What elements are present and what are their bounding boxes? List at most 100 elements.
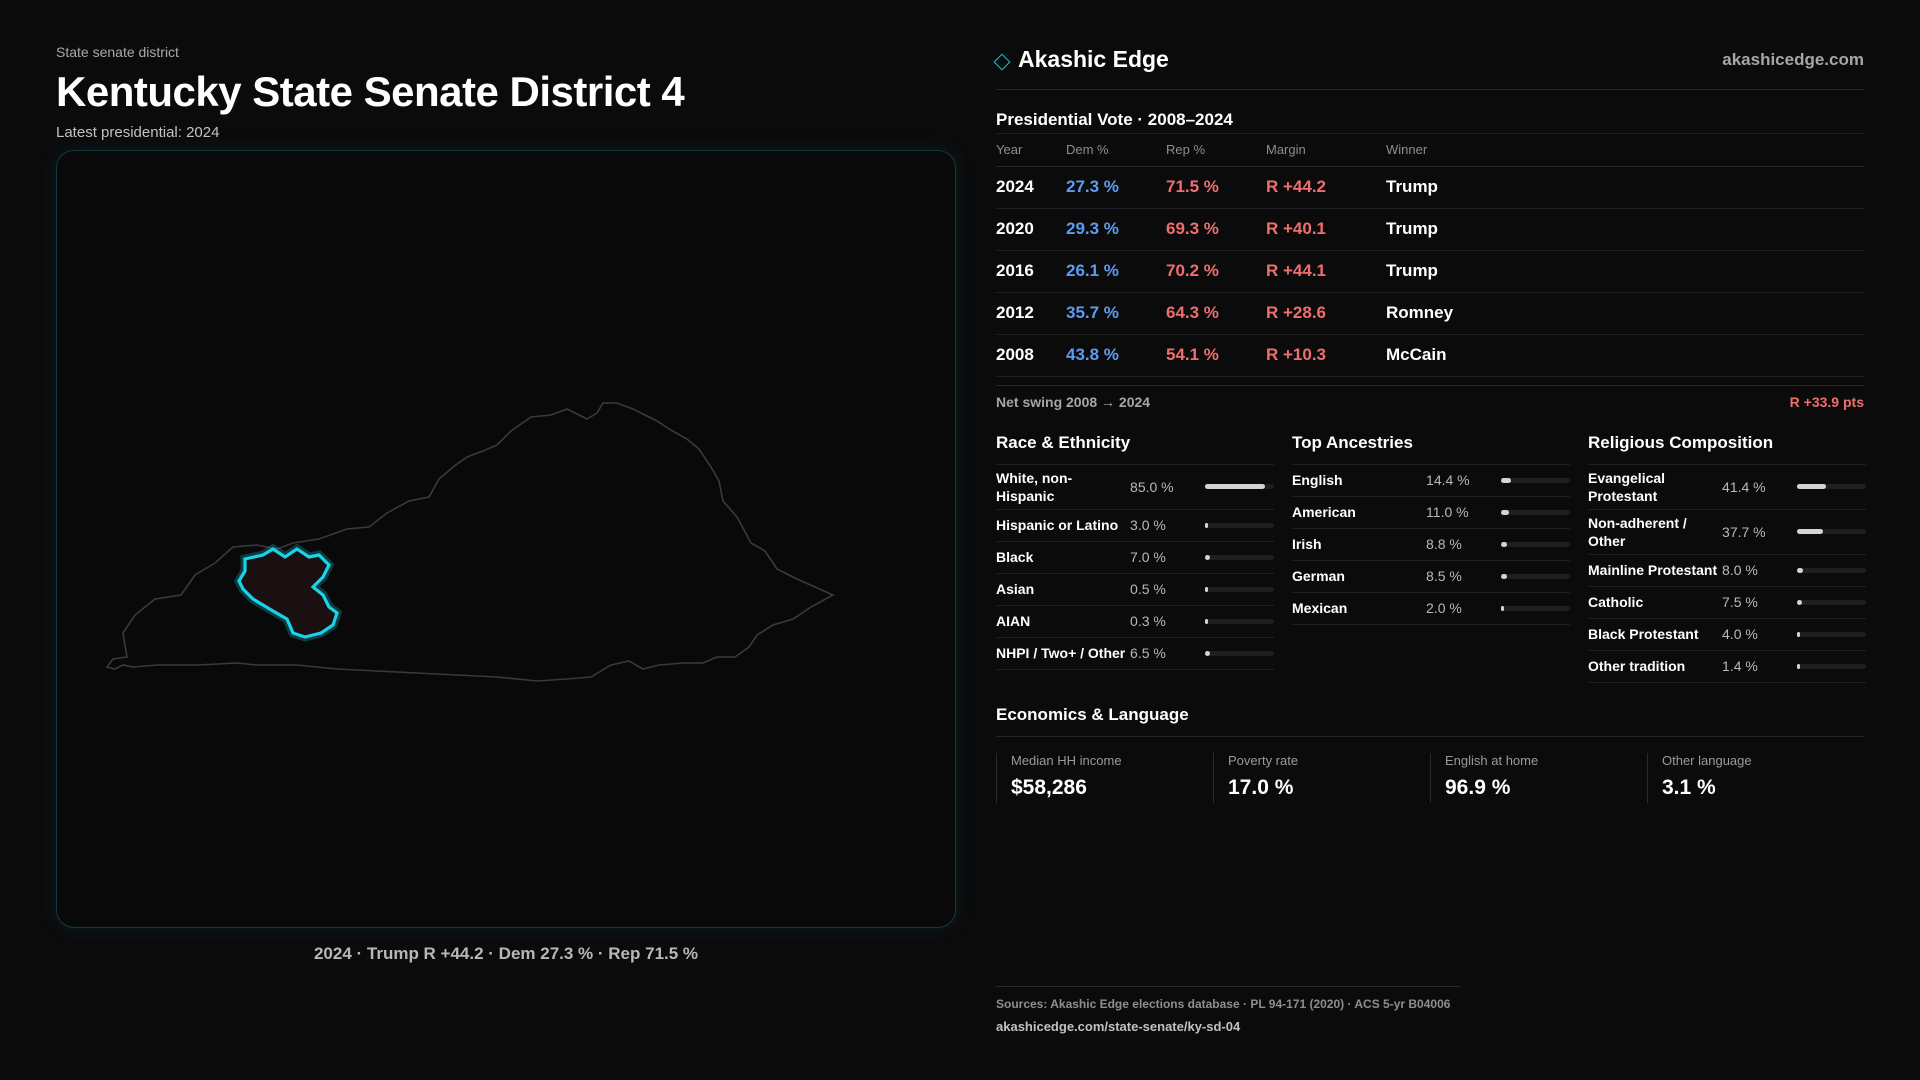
religion-title: Religious Composition xyxy=(1588,433,1866,465)
item-value: 1.4 % xyxy=(1722,658,1758,674)
margin-cell: R +10.3 xyxy=(1266,334,1386,377)
share-bar xyxy=(1796,631,1866,637)
item-value: 3.0 % xyxy=(1130,517,1166,533)
item-value: 85.0 % xyxy=(1130,478,1174,495)
col-margin: Margin xyxy=(1266,134,1386,167)
diamond-icon xyxy=(993,53,1011,70)
share-bar xyxy=(1796,663,1866,669)
item-label: German xyxy=(1292,568,1345,584)
year-cell: 2012 xyxy=(996,292,1066,335)
sources-text: Sources: Akashic Edge elections database… xyxy=(996,997,1451,1011)
share-bar xyxy=(1796,529,1866,534)
item-label: Catholic xyxy=(1588,594,1644,610)
table-row: 2008 43.8 % 54.1 % R +10.3 McCain xyxy=(996,334,1864,377)
state-outline xyxy=(105,402,835,682)
share-bar-fill xyxy=(1204,554,1210,560)
econ-label: English at home xyxy=(1445,752,1539,768)
item-value: 6.5 % xyxy=(1130,645,1166,661)
item-value: 4.0 % xyxy=(1722,626,1758,642)
item-value: 0.5 % xyxy=(1130,581,1166,597)
ancestry-section: Top Ancestries English 14.4 % American 11.0… xyxy=(1292,433,1570,683)
list-item: Mexican 2.0 % xyxy=(1292,593,1570,625)
share-bar-fill xyxy=(1500,509,1509,515)
item-value: 14.4 % xyxy=(1426,472,1470,488)
share-bar-fill xyxy=(1500,605,1504,611)
list-item: Mainline Protestant 8.0 % xyxy=(1588,555,1866,587)
item-label: White, non-Hispanic xyxy=(996,469,1073,504)
swing-value: R +33.9 pts xyxy=(1789,394,1864,410)
economics-title: Economics & Language xyxy=(996,705,1864,737)
presidential-title: Presidential Vote · 2008–2024 xyxy=(996,104,1864,134)
share-bar-fill xyxy=(1796,631,1800,637)
share-bar xyxy=(1204,650,1274,656)
share-bar xyxy=(1204,618,1274,624)
item-value: 37.7 % xyxy=(1722,523,1766,540)
econ-english-at-home: English at home 96.9 % xyxy=(1430,752,1647,803)
district-4-highlight[interactable] xyxy=(233,543,343,642)
rep-cell: 64.3 % xyxy=(1166,292,1266,335)
list-item: Other tradition 1.4 % xyxy=(1588,651,1866,683)
brand-header: Akashic Edge akashicedge.com xyxy=(993,40,1864,90)
col-rep: Rep % xyxy=(1166,134,1266,167)
item-value: 8.0 % xyxy=(1722,562,1758,578)
source-url-link[interactable]: akashicedge.com/state-senate/ky-sd-04 xyxy=(996,1019,1241,1034)
district-map xyxy=(105,402,835,682)
brand[interactable]: Akashic Edge xyxy=(993,46,1169,73)
item-value: 0.3 % xyxy=(1130,613,1166,629)
share-bar xyxy=(1796,484,1866,489)
share-bar xyxy=(1204,522,1274,528)
item-label: NHPI / Two+ / Other xyxy=(996,645,1126,661)
table-header-row: Year Dem % Rep % Margin Winner xyxy=(996,134,1864,167)
item-label: Evangelical Protestant xyxy=(1588,469,1666,504)
race-title: Race & Ethnicity xyxy=(996,433,1274,465)
table-row: 2012 35.7 % 64.3 % R +28.6 Romney xyxy=(996,292,1864,335)
item-value: 7.5 % xyxy=(1722,594,1758,610)
share-bar xyxy=(1500,605,1570,611)
item-label: Mexican xyxy=(1292,600,1348,616)
econ-value: 17.0 % xyxy=(1228,775,1294,799)
winner-cell: Trump xyxy=(1386,250,1864,293)
item-label: Black xyxy=(996,549,1034,565)
share-bar-fill xyxy=(1204,650,1210,656)
list-item: Non-adherent / Other 37.7 % xyxy=(1588,510,1866,555)
share-bar-fill xyxy=(1204,522,1208,528)
share-bar xyxy=(1204,554,1274,560)
year-cell: 2016 xyxy=(996,250,1066,293)
share-bar xyxy=(1796,599,1866,605)
religion-section: Religious Composition Evangelical Protes… xyxy=(1588,433,1866,683)
share-bar-fill xyxy=(1796,484,1826,489)
share-bar-fill xyxy=(1796,529,1823,534)
econ-other-language: Other language 3.1 % xyxy=(1647,752,1864,803)
share-bar-fill xyxy=(1796,663,1800,669)
margin-cell: R +44.1 xyxy=(1266,250,1386,293)
eyebrow-label: State senate district xyxy=(56,44,179,60)
item-value: 7.0 % xyxy=(1130,549,1166,565)
item-label: English xyxy=(1292,472,1343,488)
map-caption: 2024 · Trump R +44.2 · Dem 27.3 % · Rep … xyxy=(313,944,699,963)
share-bar-fill xyxy=(1500,541,1507,547)
dem-cell: 43.8 % xyxy=(1066,334,1166,377)
share-bar xyxy=(1796,567,1866,573)
dem-cell: 29.3 % xyxy=(1066,208,1166,251)
share-bar xyxy=(1500,509,1570,515)
rep-cell: 69.3 % xyxy=(1166,208,1266,251)
winner-cell: Trump xyxy=(1386,208,1864,251)
stats-panel: Akashic Edge akashicedge.com Presidentia… xyxy=(993,40,1866,803)
list-item: Irish 8.8 % xyxy=(1292,529,1570,561)
economics-section: Economics & Language Median HH income $5… xyxy=(996,705,1864,803)
econ-median-income: Median HH income $58,286 xyxy=(996,752,1213,803)
list-item: English 14.4 % xyxy=(1292,465,1570,497)
econ-value: $58,286 xyxy=(1011,775,1087,799)
header: State senate district Kentucky State Sen… xyxy=(56,44,956,141)
dem-cell: 26.1 % xyxy=(1066,250,1166,293)
brand-url-link[interactable]: akashicedge.com xyxy=(1722,49,1864,69)
map-panel[interactable] xyxy=(56,150,956,928)
year-cell: 2024 xyxy=(996,166,1066,209)
margin-cell: R +40.1 xyxy=(1266,208,1386,251)
share-bar xyxy=(1500,477,1570,483)
econ-label: Median HH income xyxy=(1011,752,1122,768)
list-item: Black Protestant 4.0 % xyxy=(1588,619,1866,651)
list-item: AIAN 0.3 % xyxy=(996,606,1274,638)
share-bar xyxy=(1204,586,1274,592)
list-item: American 11.0 % xyxy=(1292,497,1570,529)
